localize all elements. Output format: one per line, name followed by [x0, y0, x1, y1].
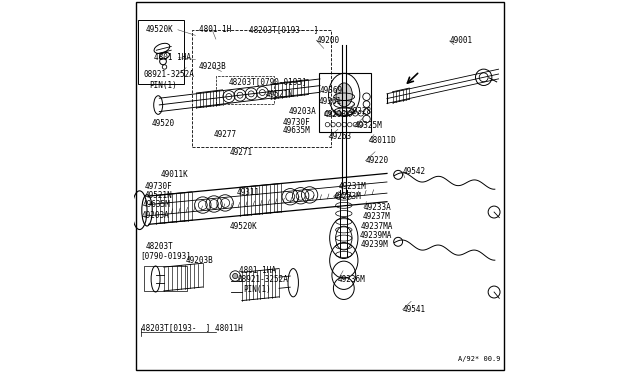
Text: 49203A: 49203A — [289, 107, 316, 116]
Text: 48203T[0193-  ]: 48203T[0193- ] — [250, 25, 319, 34]
Text: 49220: 49220 — [365, 156, 388, 165]
Text: 49271: 49271 — [230, 148, 253, 157]
Bar — [216, 76, 273, 104]
Text: 49001: 49001 — [449, 36, 472, 45]
Bar — [191, 30, 331, 147]
Text: 48203T[0790-0193]: 48203T[0790-0193] — [229, 77, 307, 86]
Text: 49635M: 49635M — [143, 200, 171, 209]
Text: 08921-3252A: 08921-3252A — [237, 275, 288, 284]
Text: 49635M: 49635M — [283, 126, 310, 135]
Text: 4801 1H: 4801 1H — [199, 25, 232, 34]
Text: 49521N: 49521N — [145, 191, 172, 200]
Text: 49520K: 49520K — [230, 222, 258, 231]
Text: 49233A: 49233A — [364, 203, 392, 212]
Text: 49203K: 49203K — [324, 110, 351, 119]
Text: 49236M: 49236M — [338, 275, 365, 284]
Text: 49203B: 49203B — [186, 256, 214, 265]
Text: 49011K: 49011K — [161, 170, 189, 179]
Text: 49361: 49361 — [318, 97, 341, 106]
Bar — [138, 20, 184, 84]
Text: 49730F: 49730F — [283, 118, 310, 126]
Text: 49311: 49311 — [236, 188, 259, 197]
Circle shape — [232, 273, 238, 279]
Text: 49520: 49520 — [152, 119, 175, 128]
Text: 49231M: 49231M — [339, 182, 366, 191]
Text: 49237M: 49237M — [362, 212, 390, 221]
Text: 48203T: 48203T — [145, 242, 173, 251]
Text: 49277: 49277 — [214, 130, 237, 139]
Text: 4801 1HA: 4801 1HA — [239, 266, 276, 275]
Text: 49237MA: 49237MA — [361, 222, 394, 231]
Text: 49200: 49200 — [316, 36, 339, 45]
Bar — [319, 73, 371, 132]
Text: 4801 1HA: 4801 1HA — [154, 53, 191, 62]
Text: 49520K: 49520K — [145, 25, 173, 34]
Text: 49730F: 49730F — [145, 182, 172, 190]
Text: 49328: 49328 — [349, 107, 372, 116]
Text: 49273M: 49273M — [333, 192, 361, 201]
Text: 49521N: 49521N — [266, 90, 294, 99]
Text: 49203A: 49203A — [141, 211, 169, 219]
Text: 49325M: 49325M — [354, 121, 382, 130]
Text: 49239MA: 49239MA — [360, 231, 392, 240]
Text: A/92* 00.9: A/92* 00.9 — [458, 356, 501, 362]
Text: 48203T[0193-  ] 48011H: 48203T[0193- ] 48011H — [141, 324, 243, 333]
Text: 49263: 49263 — [329, 132, 352, 141]
Text: [0790-0193]: [0790-0193] — [141, 251, 191, 260]
Ellipse shape — [336, 83, 353, 107]
Text: 49203B: 49203B — [199, 62, 227, 71]
Text: 48011D: 48011D — [369, 136, 397, 145]
Text: 49239M: 49239M — [361, 240, 388, 249]
Text: 49369: 49369 — [320, 86, 343, 94]
Text: 49541: 49541 — [403, 305, 426, 314]
Text: 08921-3252A: 08921-3252A — [143, 70, 194, 79]
Text: PIN(1): PIN(1) — [149, 81, 177, 90]
Bar — [145, 266, 187, 291]
Text: PIN(1): PIN(1) — [244, 285, 271, 294]
Text: 49542: 49542 — [403, 167, 426, 176]
